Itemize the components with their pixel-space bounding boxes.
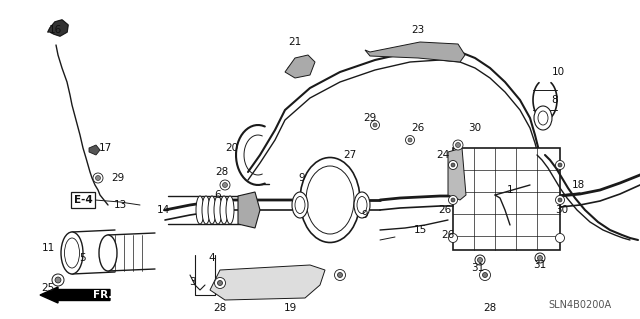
Circle shape: [558, 198, 562, 202]
Text: 31: 31: [472, 263, 484, 273]
Circle shape: [538, 256, 543, 261]
Ellipse shape: [357, 197, 367, 213]
Text: 20: 20: [225, 143, 239, 153]
Text: 15: 15: [413, 225, 427, 235]
Text: 29: 29: [364, 113, 376, 123]
Ellipse shape: [196, 196, 204, 224]
Circle shape: [477, 257, 483, 263]
Text: 31: 31: [533, 260, 547, 270]
Polygon shape: [48, 20, 68, 36]
Text: 27: 27: [344, 150, 356, 160]
Ellipse shape: [226, 196, 234, 224]
Text: 8: 8: [552, 95, 558, 105]
Circle shape: [535, 253, 545, 263]
Polygon shape: [89, 145, 100, 155]
Circle shape: [220, 180, 230, 190]
Polygon shape: [210, 265, 325, 300]
Circle shape: [451, 198, 455, 202]
Circle shape: [556, 196, 564, 204]
Circle shape: [406, 136, 415, 145]
Text: FR.: FR.: [93, 290, 113, 300]
Circle shape: [483, 272, 488, 278]
Circle shape: [408, 138, 412, 142]
Ellipse shape: [61, 232, 83, 274]
Circle shape: [475, 255, 485, 265]
Text: 13: 13: [113, 200, 127, 210]
Circle shape: [449, 196, 458, 204]
Circle shape: [337, 272, 342, 278]
Text: 30: 30: [468, 123, 481, 133]
Ellipse shape: [538, 111, 548, 125]
Ellipse shape: [208, 196, 216, 224]
Ellipse shape: [306, 166, 354, 234]
Ellipse shape: [220, 196, 228, 224]
Circle shape: [371, 121, 380, 130]
Ellipse shape: [202, 196, 210, 224]
Text: 26: 26: [442, 230, 454, 240]
Text: 19: 19: [284, 303, 296, 313]
Text: 21: 21: [289, 37, 301, 47]
Text: 4: 4: [209, 253, 215, 263]
Text: 24: 24: [436, 150, 450, 160]
Text: 3: 3: [189, 277, 195, 287]
Text: 26: 26: [438, 205, 452, 215]
Circle shape: [449, 160, 458, 169]
Text: 9: 9: [299, 173, 305, 183]
Circle shape: [449, 234, 458, 242]
Polygon shape: [448, 148, 466, 200]
Polygon shape: [238, 192, 260, 228]
Text: 6: 6: [214, 190, 221, 200]
Text: 5: 5: [79, 253, 85, 263]
Ellipse shape: [534, 106, 552, 130]
Text: 16: 16: [49, 25, 61, 35]
Text: SLN4B0200A: SLN4B0200A: [548, 300, 612, 310]
Circle shape: [558, 163, 562, 167]
Circle shape: [453, 140, 463, 150]
Circle shape: [218, 280, 223, 286]
Text: 23: 23: [412, 25, 424, 35]
Text: 18: 18: [572, 180, 584, 190]
Circle shape: [55, 277, 61, 283]
Text: 29: 29: [111, 173, 125, 183]
Text: 25: 25: [42, 283, 54, 293]
Text: 11: 11: [42, 243, 54, 253]
Ellipse shape: [99, 235, 117, 271]
Text: 9: 9: [362, 210, 368, 220]
Text: 30: 30: [556, 205, 568, 215]
Circle shape: [373, 123, 377, 127]
Circle shape: [223, 182, 227, 188]
Text: 28: 28: [213, 303, 227, 313]
Circle shape: [456, 143, 461, 147]
Ellipse shape: [292, 192, 308, 218]
Ellipse shape: [65, 238, 79, 268]
Text: 28: 28: [483, 303, 497, 313]
Text: 17: 17: [99, 143, 111, 153]
Polygon shape: [365, 42, 465, 62]
Circle shape: [451, 163, 455, 167]
Ellipse shape: [214, 196, 222, 224]
Text: 28: 28: [216, 167, 228, 177]
Circle shape: [556, 234, 564, 242]
Circle shape: [214, 278, 225, 288]
Circle shape: [95, 175, 100, 181]
Text: 1: 1: [507, 185, 513, 195]
Text: 10: 10: [552, 67, 564, 77]
Bar: [453, 148, 560, 250]
Ellipse shape: [295, 197, 305, 213]
Text: 14: 14: [156, 205, 170, 215]
Circle shape: [52, 274, 64, 286]
Ellipse shape: [354, 192, 370, 218]
Text: 26: 26: [412, 123, 424, 133]
Circle shape: [479, 270, 490, 280]
Text: E-4: E-4: [74, 195, 92, 205]
Ellipse shape: [300, 158, 360, 242]
Circle shape: [556, 160, 564, 169]
FancyArrow shape: [40, 287, 110, 303]
Polygon shape: [285, 55, 315, 78]
Circle shape: [335, 270, 346, 280]
Circle shape: [93, 173, 103, 183]
